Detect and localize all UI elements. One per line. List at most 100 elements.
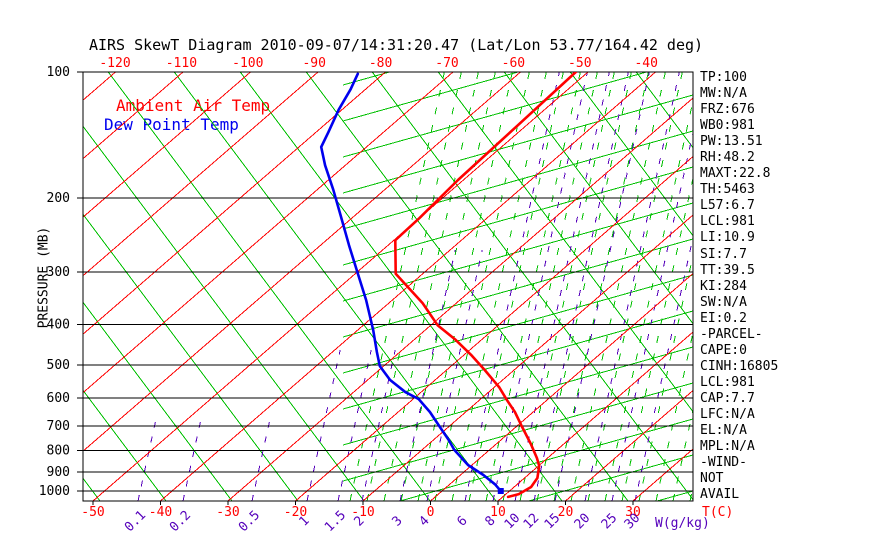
saturation-dashed-line: [400, 72, 496, 501]
stat-line: LCL:981: [700, 374, 755, 390]
stat-line: FRZ:676: [700, 102, 755, 118]
dew-point-curve: [319, 72, 503, 493]
isotherm-line: [83, 72, 319, 277]
dry-adiabat-line: [503, 72, 693, 325]
isotherm-line: [430, 272, 693, 501]
top-temp-tick-label: -70: [435, 56, 458, 71]
dew-point-end-marker: [497, 488, 504, 494]
moist-adiabat-line: [342, 202, 693, 302]
stat-line: LCL:981: [700, 214, 755, 230]
saturation-dashed-line: [366, 72, 462, 501]
saturation-dashed-line: [468, 72, 564, 501]
saturation-dashed-line: [826, 72, 870, 501]
saturation-dashed-line: [451, 72, 547, 501]
mixing-ratio-line: [337, 349, 372, 501]
stat-line: WB0:981: [700, 118, 755, 134]
mixing-ratio-tick-label: 0.5: [236, 508, 263, 535]
isotherm-line: [92, 72, 589, 501]
top-temp-tick-label: -50: [568, 56, 591, 71]
plot-frame: [77, 71, 694, 505]
pressure-tick-label: 800: [47, 443, 70, 458]
moist-adiabat-line: [342, 72, 520, 122]
saturation-dashed-line: [519, 72, 615, 501]
moist-adiabat-line: [526, 454, 693, 501]
isotherm-line: [362, 214, 693, 501]
bottom-temp-tick-label: -50: [81, 505, 104, 520]
pressure-tick-label: 400: [47, 317, 70, 332]
saturation-dashed-line: [485, 72, 581, 501]
mixing-ratio-tick-label: 25: [599, 511, 621, 533]
mixing-ratio-tick-label: 0.1: [122, 508, 149, 535]
isotherm-line: [83, 72, 454, 394]
mixing-ratio-line: [426, 249, 483, 501]
stat-line: RH:48.2: [700, 150, 755, 166]
stat-line: CINH:16805: [700, 358, 779, 374]
isotherm-line: [83, 72, 184, 160]
saturation-dashed-line: [621, 175, 693, 501]
stat-line: SI:7.7: [700, 246, 747, 262]
saturation-dashed-line: [570, 72, 666, 501]
dry-adiabat-line: [239, 72, 563, 501]
mixing-ratio-line: [182, 419, 202, 501]
dry-adiabat-line: [83, 477, 101, 501]
stat-line: CAPE:0: [700, 342, 747, 358]
bottom-temp-tick-label: -10: [351, 505, 374, 520]
stat-line: AVAIL: [700, 487, 740, 503]
bottom-temp-tick-label: 10: [490, 505, 506, 520]
top-temp-tick-label: -100: [232, 56, 263, 71]
pressure-tick-label: 500: [47, 358, 70, 373]
isotherm-line: [83, 72, 251, 218]
saturation-dashed-line: [434, 72, 530, 501]
saturation-dashed-line: [655, 330, 693, 501]
isotherm-line: [701, 72, 870, 501]
mixing-ratio-tick-label: 1.5: [322, 508, 349, 535]
isotherm-line: [497, 331, 693, 501]
moist-adiabat-line: [342, 72, 649, 158]
isotherm-line: [227, 97, 693, 501]
mixing-ratio-line: [361, 349, 396, 501]
isotherm-line: [565, 389, 693, 501]
bottom-temp-tick-label: -30: [216, 505, 239, 520]
mixing-ratio-line: [137, 419, 157, 501]
saturation-dashed-line: [758, 72, 852, 501]
top-temp-tick-label: -80: [369, 56, 392, 71]
moist-adiabat-line: [398, 418, 693, 501]
stat-line: KI:284: [700, 278, 747, 294]
moist-adiabat-line: [342, 382, 693, 482]
isotherm-line: [632, 448, 693, 501]
saturation-dashed-line: [809, 72, 870, 501]
page-title: AIRS SkewT Diagram 2010-09-07/14:31:20.4…: [88, 36, 704, 54]
temp-unit-label: T(C): [702, 505, 733, 520]
stat-line: TP:100: [700, 70, 747, 85]
stat-line: MPL:N/A: [700, 439, 755, 455]
saturation-dashed-line: [604, 98, 693, 501]
dry-adiabat-line: [83, 125, 365, 501]
dry-adiabat-line: [569, 72, 693, 237]
dry-adiabat-line: [305, 72, 629, 501]
mixing-ratio-tick-label: 20: [572, 511, 594, 533]
saturation-dashed-line: [775, 72, 869, 501]
stat-line: L57:6.7: [700, 198, 755, 214]
sounding-curves: [319, 72, 578, 499]
saturation-dashed-line: [707, 72, 801, 501]
mixing-ratio-tick-label: 6: [454, 513, 470, 529]
saturation-dashed-line: [383, 72, 479, 501]
saturation-dashed-line: [672, 407, 693, 501]
mixing-ratio-unit-label: W(g/kg): [655, 516, 710, 531]
dry-adiabat-line: [437, 72, 693, 413]
saturation-dashed-line: [792, 72, 870, 501]
stat-line: LFC:N/A: [700, 406, 755, 422]
isotherm-line: [295, 155, 693, 501]
dry-adiabat-line: [83, 389, 167, 501]
mixing-ratio-tick-label: 12: [521, 511, 543, 533]
stat-line: EL:N/A: [700, 423, 747, 439]
saturation-dashed-line: [502, 72, 598, 501]
bottom-temp-tick-label: -20: [284, 505, 307, 520]
ambient-temp-curve: [393, 72, 578, 499]
moist-adiabat-line: [342, 94, 693, 194]
top-temp-tick-label: -110: [166, 56, 197, 71]
stat-line: MW:N/A: [700, 86, 747, 102]
